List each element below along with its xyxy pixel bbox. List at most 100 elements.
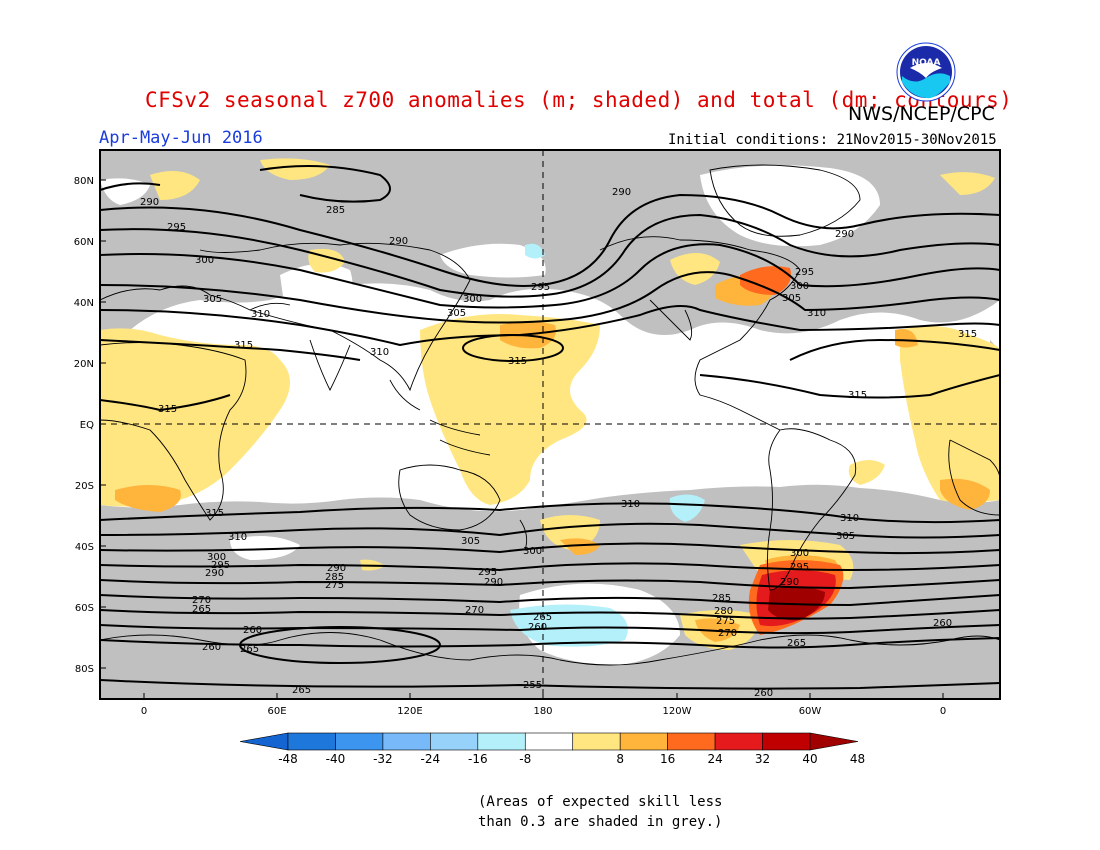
contour-label: 310 xyxy=(807,308,826,319)
contour-label: 300 xyxy=(463,294,482,305)
contour-label: 270 xyxy=(718,628,737,639)
contour-label: 310 xyxy=(840,513,859,524)
latitude-labels: 80N 60N 40N 20N EQ 20S 40S 60S 80S xyxy=(74,176,94,675)
contour-label: 290 xyxy=(484,577,503,588)
contour-label: 310 xyxy=(370,347,389,358)
contour-label: 295 xyxy=(167,222,186,233)
contour-label: 270 xyxy=(465,605,484,616)
contour-label: 260 xyxy=(933,618,952,629)
skill-note-line-1: (Areas of expected skill less xyxy=(478,794,723,810)
contour-label: 315 xyxy=(205,508,224,519)
contour-label: 295 xyxy=(790,562,809,573)
contour-label: 260 xyxy=(754,688,773,699)
colorbar-swatch xyxy=(619,732,668,751)
contour-label: 260 xyxy=(243,625,262,636)
contour-label: 305 xyxy=(836,531,855,542)
contour-label: 305 xyxy=(461,536,480,547)
contour-label: 300 xyxy=(790,281,809,292)
colorbar-swatch xyxy=(477,732,526,751)
contour-label: 315 xyxy=(234,340,253,351)
contour-label: 265 xyxy=(533,612,552,623)
contour-label: 310 xyxy=(251,309,270,320)
contour-label: 295 xyxy=(795,267,814,278)
colorbar-swatch xyxy=(572,732,621,751)
logo-text: NOAA xyxy=(912,58,941,68)
noaa-logo-icon: NOAA xyxy=(896,42,956,102)
colorbar-tick-label: 24 xyxy=(707,752,722,766)
colorbar-tick-label: 40 xyxy=(802,752,817,766)
contour-label: 295 xyxy=(478,567,497,578)
lat-label: 40N xyxy=(74,298,94,309)
contour-label: 290 xyxy=(835,229,854,240)
negative-anomaly-8-16 xyxy=(510,243,705,647)
contour-label: 290 xyxy=(140,197,159,208)
colorbar-swatch xyxy=(714,732,763,751)
lat-label: 40S xyxy=(75,542,94,553)
colorbar-swatch xyxy=(762,732,811,751)
colorbar-tick-label: -16 xyxy=(468,752,488,766)
contour-label: 265 xyxy=(787,638,806,649)
contour-label: 265 xyxy=(192,604,211,615)
contour-label: 310 xyxy=(228,532,247,543)
contour-label: 315 xyxy=(958,329,977,340)
lat-label: 60N xyxy=(74,237,94,248)
colorbar-tick-label: 32 xyxy=(755,752,770,766)
contour-label: 260 xyxy=(202,642,221,653)
colorbar-tick-label: -32 xyxy=(373,752,393,766)
contour-label: 315 xyxy=(508,356,527,367)
lat-label: EQ xyxy=(80,420,94,431)
contour-label: 310 xyxy=(621,499,640,510)
lon-label: 0 xyxy=(940,706,946,717)
contour-label: 260 xyxy=(528,622,547,633)
lon-label: 0 xyxy=(141,706,147,717)
lon-label: 60W xyxy=(799,706,822,717)
agency-label: NWS/NCEP/CPC xyxy=(848,103,995,125)
lat-label: 60S xyxy=(75,603,94,614)
contour-label: 270 xyxy=(192,595,211,606)
positive-anomaly-8-16 xyxy=(100,158,1000,650)
contour-label: 305 xyxy=(203,294,222,305)
lon-label: 180 xyxy=(533,706,552,717)
contour-label: 305 xyxy=(782,293,801,304)
contour-label: 290 xyxy=(612,187,631,198)
colorbar-arrow-right xyxy=(809,732,859,751)
contour-label: 295 xyxy=(211,560,230,571)
contour-label: 290 xyxy=(205,568,224,579)
skill-note: (Areas of expected skill less than 0.3 a… xyxy=(478,792,722,832)
colorbar-arrow-left xyxy=(239,732,289,751)
lon-label: 120E xyxy=(397,706,422,717)
colorbar-tick-label: -40 xyxy=(326,752,346,766)
lon-label: 120W xyxy=(663,706,692,717)
lat-label: 80N xyxy=(74,176,94,187)
colorbar-tick-label: 8 xyxy=(616,752,624,766)
contour-label: 265 xyxy=(292,685,311,696)
lat-label: 20S xyxy=(75,481,94,492)
season-label: Apr-May-Jun 2016 xyxy=(99,128,263,148)
contour-label: 300 xyxy=(195,255,214,266)
contour-label: 290 xyxy=(389,236,408,247)
contour-label: 295 xyxy=(531,282,550,293)
contour-label: 305 xyxy=(447,308,466,319)
colorbar-swatch xyxy=(287,732,336,751)
contour-label-layer: 290 285 290 295 300 305 310 315 295 300 … xyxy=(140,187,977,699)
contour-label: 275 xyxy=(325,580,344,591)
contour-label: 300 xyxy=(790,548,809,559)
colorbar-tick-label: 16 xyxy=(660,752,675,766)
contour-label: 255 xyxy=(523,680,542,691)
colorbar-swatch xyxy=(430,732,479,751)
skill-note-line-2: than 0.3 are shaded in grey.) xyxy=(478,814,723,830)
contour-label: 315 xyxy=(158,404,177,415)
contour-label: 290 xyxy=(327,563,346,574)
reference-lines xyxy=(100,150,1000,699)
colorbar-tick-label: 48 xyxy=(850,752,865,766)
colorbar-swatch xyxy=(524,732,574,751)
chart-title: CFSv2 seasonal z700 anomalies (m; shaded… xyxy=(145,88,1013,112)
longitude-labels: 0 60E 120E 180 120W 60W 0 xyxy=(141,706,946,717)
contour-label: 285 xyxy=(325,572,344,583)
initial-conditions-label: Initial conditions: 21Nov2015-30Nov2015 xyxy=(668,132,997,148)
neutral-lobes xyxy=(100,165,880,665)
colorbar-tick-label: -24 xyxy=(421,752,441,766)
contour-label: 285 xyxy=(712,593,731,604)
contour-label: 290 xyxy=(780,577,799,588)
